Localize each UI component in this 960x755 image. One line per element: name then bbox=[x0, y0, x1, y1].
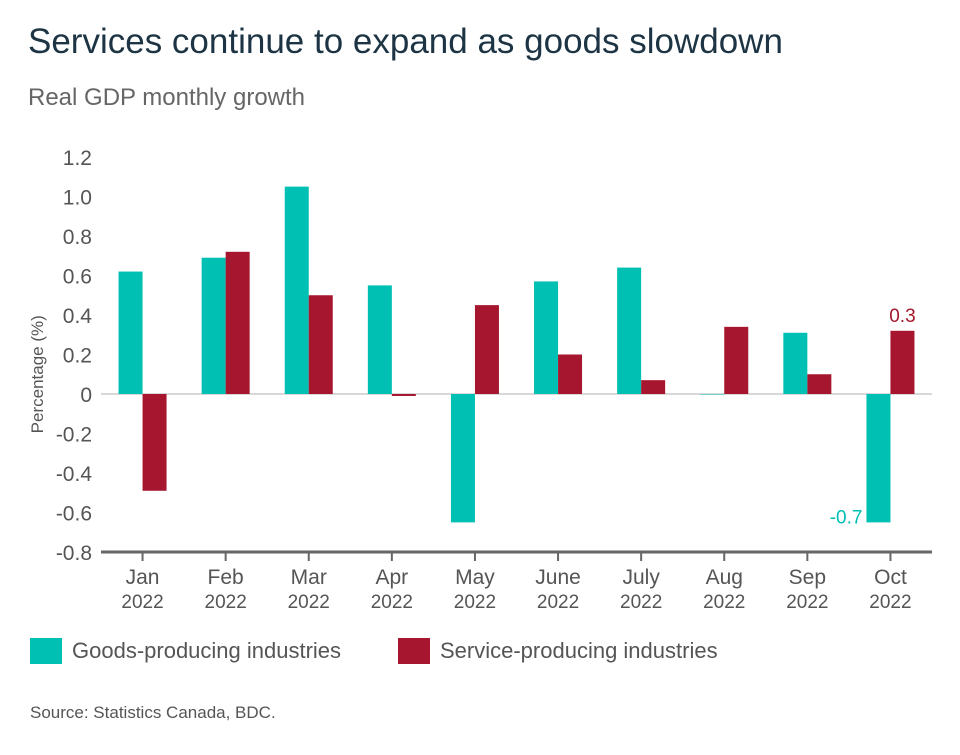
bar-goods bbox=[700, 394, 725, 395]
y-tick-label: 0.4 bbox=[63, 305, 93, 328]
legend-label-services: Service-producing industries bbox=[440, 638, 718, 663]
legend-label-goods: Goods-producing industries bbox=[72, 638, 342, 663]
bar-goods bbox=[617, 267, 642, 394]
x-tick-year: 2022 bbox=[371, 592, 413, 613]
x-tick-year: 2022 bbox=[288, 592, 330, 613]
bar-services bbox=[308, 295, 333, 394]
bar-services bbox=[391, 394, 416, 396]
bar-goods bbox=[783, 332, 808, 394]
y-tick-label: -0.8 bbox=[56, 542, 92, 565]
x-tick-label: Feb bbox=[208, 566, 244, 589]
y-tick-label: 1.0 bbox=[63, 187, 92, 210]
x-tick-label: May bbox=[455, 566, 495, 589]
y-axis-label: Percentage (%) bbox=[28, 315, 47, 433]
x-tick-label: July bbox=[622, 566, 660, 589]
legend-item-services: Service-producing industries bbox=[398, 638, 718, 664]
bar-goods bbox=[284, 186, 309, 394]
y-tick-label: 0 bbox=[80, 384, 92, 407]
x-tick-year: 2022 bbox=[703, 592, 745, 613]
data-label: 0.3 bbox=[889, 306, 915, 327]
chart-title: Services continue to expand as goods slo… bbox=[28, 22, 783, 61]
x-tick-label: Aug bbox=[706, 566, 743, 589]
y-tick-label: -0.2 bbox=[56, 424, 92, 447]
y-tick-label: -0.4 bbox=[56, 463, 93, 486]
x-tick-year: 2022 bbox=[121, 592, 163, 613]
bar-services bbox=[558, 354, 583, 394]
x-tick-label: Mar bbox=[291, 566, 327, 589]
bar-goods bbox=[201, 257, 226, 394]
y-tick-label: 0.2 bbox=[63, 345, 92, 368]
source-note: Source: Statistics Canada, BDC. bbox=[30, 703, 276, 722]
bar-services bbox=[890, 330, 915, 394]
y-tick-label: -0.6 bbox=[56, 503, 92, 526]
legend-item-goods: Goods-producing industries bbox=[30, 638, 341, 664]
legend-swatch-goods bbox=[30, 638, 62, 664]
y-tick-label: 1.2 bbox=[63, 147, 92, 170]
bar-services bbox=[641, 380, 666, 394]
bar-services bbox=[225, 251, 250, 394]
bar-goods bbox=[367, 285, 392, 394]
x-tick-year: 2022 bbox=[537, 592, 579, 613]
bar-goods bbox=[450, 394, 475, 523]
bar-goods bbox=[118, 271, 143, 394]
bar-services bbox=[142, 394, 167, 491]
x-tick-label: Sep bbox=[789, 566, 826, 589]
x-tick-year: 2022 bbox=[869, 592, 911, 613]
bar-goods bbox=[534, 281, 559, 394]
x-tick-label: Oct bbox=[874, 566, 907, 589]
x-tick-year: 2022 bbox=[454, 592, 496, 613]
x-tick-year: 2022 bbox=[205, 592, 247, 613]
bar-services bbox=[807, 374, 832, 394]
bar-services bbox=[474, 305, 499, 394]
bar-services bbox=[724, 326, 749, 394]
chart-subtitle: Real GDP monthly growth bbox=[28, 84, 306, 111]
x-tick-label: Apr bbox=[376, 566, 409, 589]
x-tick-label: Jan bbox=[126, 566, 160, 589]
x-tick-label: June bbox=[535, 566, 581, 589]
bar-chart: 1.2 1.0 0.8 0.6 0.4 0.2 0 -0.2 -0.4 -0.6 -0.8 Perce… bbox=[28, 147, 932, 613]
bar-goods bbox=[866, 394, 891, 523]
x-tick-year: 2022 bbox=[620, 592, 662, 613]
x-tick-year: 2022 bbox=[786, 592, 828, 613]
legend-swatch-services bbox=[398, 638, 430, 664]
y-tick-label: 0.8 bbox=[63, 226, 92, 249]
y-tick-label: 0.6 bbox=[63, 266, 92, 289]
data-label: -0.7 bbox=[830, 507, 863, 528]
